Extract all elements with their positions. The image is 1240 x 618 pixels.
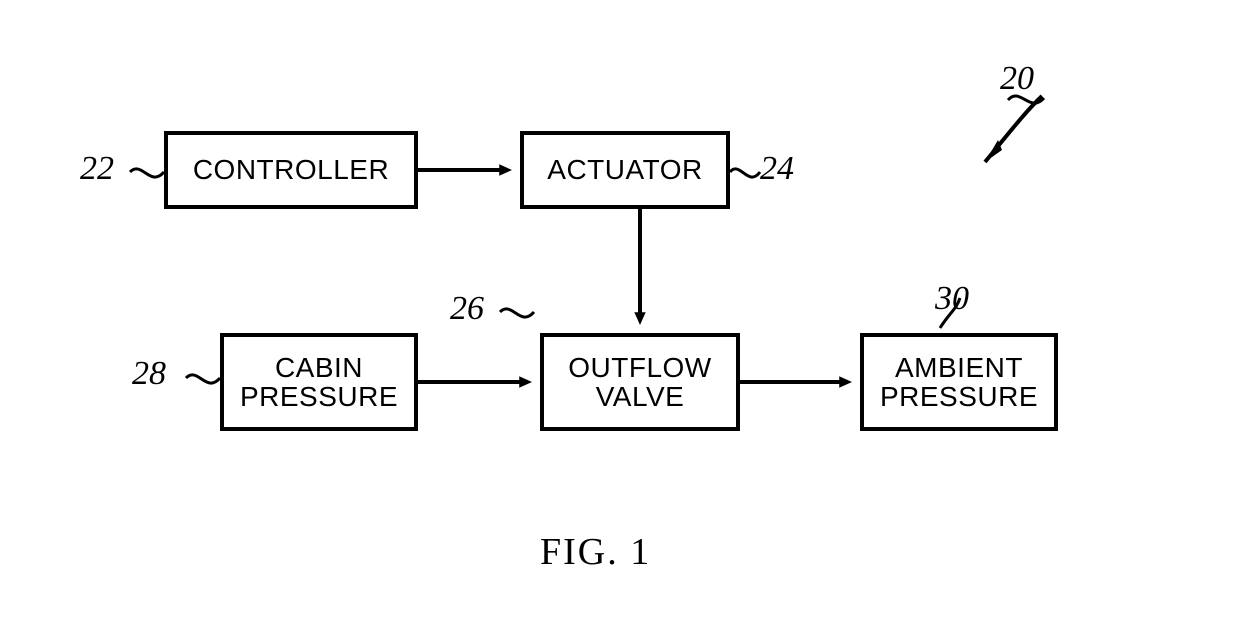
arrows-overlay (0, 0, 1240, 618)
block-outflow-valve: OUTFLOWVALVE (540, 333, 740, 431)
ref-20: 20 (1000, 60, 1034, 98)
diagram-canvas: CONTROLLER ACTUATOR CABINPRESSURE OUTFLO… (0, 0, 1240, 618)
block-ambient-pressure: AMBIENTPRESSURE (860, 333, 1058, 431)
block-outflow-valve-label: OUTFLOWVALVE (568, 353, 712, 412)
figure-label: FIG. 1 (540, 530, 651, 574)
ref-30: 30 (935, 280, 969, 318)
block-cabin-pressure-label: CABINPRESSURE (240, 353, 398, 412)
block-cabin-pressure: CABINPRESSURE (220, 333, 418, 431)
block-actuator-label: ACTUATOR (547, 155, 702, 184)
ref-22: 22 (80, 150, 114, 188)
ref-24: 24 (760, 150, 794, 188)
block-ambient-pressure-label: AMBIENTPRESSURE (880, 353, 1038, 412)
ref-26: 26 (450, 290, 484, 328)
block-controller-label: CONTROLLER (193, 155, 389, 184)
block-controller: CONTROLLER (164, 131, 418, 209)
block-actuator: ACTUATOR (520, 131, 730, 209)
ref-28: 28 (132, 355, 166, 393)
